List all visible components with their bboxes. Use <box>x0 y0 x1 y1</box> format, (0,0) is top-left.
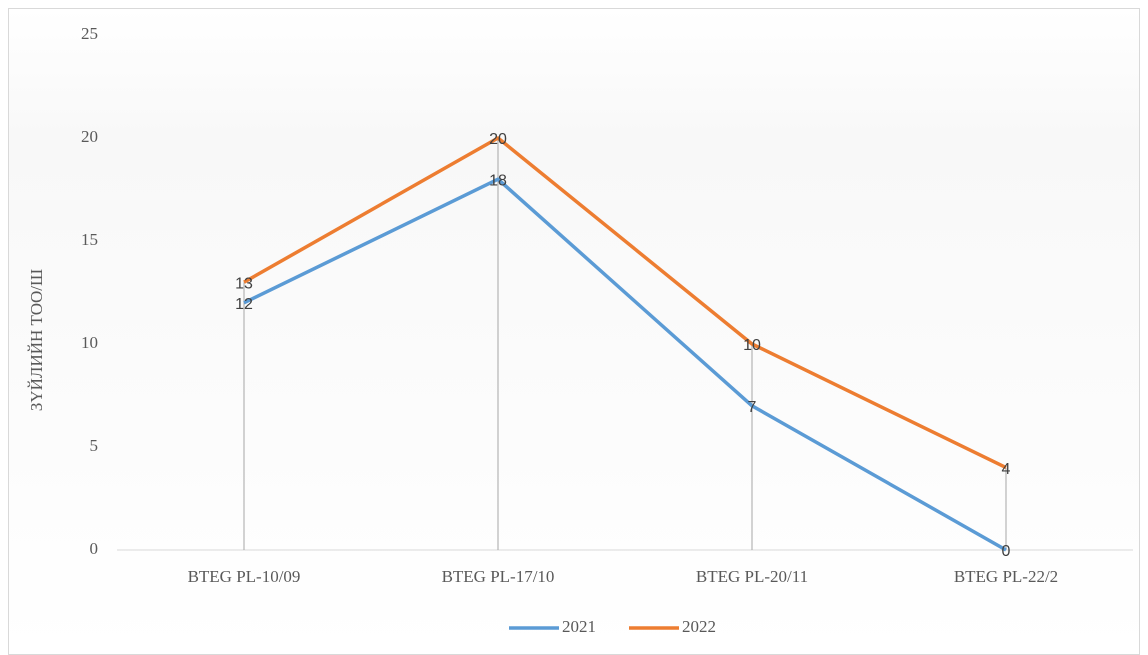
data-label: 10 <box>743 337 761 354</box>
data-label: 20 <box>489 131 507 148</box>
data-label: 12 <box>235 296 253 313</box>
data-label: 13 <box>235 275 253 292</box>
x-tick-label: BTEG PL-10/09 <box>188 567 301 586</box>
series-line <box>243 177 1007 552</box>
y-tick-label: 20 <box>81 127 98 146</box>
y-tick-label: 25 <box>81 24 98 43</box>
data-label: 7 <box>748 399 757 416</box>
x-tick-label: BTEG PL-20/11 <box>696 567 808 586</box>
data-label: 18 <box>489 172 507 189</box>
data-label: 0 <box>1002 543 1011 560</box>
y-tick-label: 15 <box>81 230 98 249</box>
y-tick-label: 0 <box>90 539 99 558</box>
legend-label: 2021 <box>562 617 596 636</box>
y-tick-label: 5 <box>90 436 99 455</box>
y-axis-label: ЗҮЙЛИЙН ТОО/Ш <box>27 269 46 411</box>
legend-label: 2022 <box>682 617 716 636</box>
y-tick-label: 10 <box>81 333 98 352</box>
chart-frame <box>8 8 1140 655</box>
x-tick-label: BTEG PL-22/2 <box>954 567 1058 586</box>
series-line <box>243 136 1007 470</box>
data-label: 4 <box>1002 461 1011 478</box>
x-tick-label: BTEG PL-17/10 <box>442 567 555 586</box>
